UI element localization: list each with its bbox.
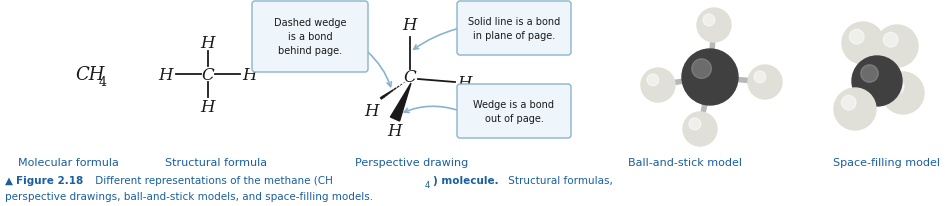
Text: H: H — [243, 66, 257, 83]
Circle shape — [883, 33, 897, 48]
Circle shape — [875, 26, 917, 68]
Text: H: H — [457, 74, 472, 91]
Text: H: H — [365, 103, 379, 120]
Circle shape — [833, 89, 875, 130]
Circle shape — [703, 15, 714, 27]
Text: Solid line is a bond
in plane of page.: Solid line is a bond in plane of page. — [467, 17, 560, 41]
Polygon shape — [390, 84, 410, 122]
Circle shape — [851, 57, 901, 107]
Circle shape — [682, 50, 737, 105]
Text: ▲: ▲ — [5, 175, 13, 185]
Text: Dashed wedge
is a bond
behind page.: Dashed wedge is a bond behind page. — [273, 18, 346, 56]
Text: Structural formula: Structural formula — [165, 157, 267, 167]
Text: H: H — [403, 18, 417, 34]
Circle shape — [646, 75, 658, 87]
Text: H: H — [387, 123, 402, 140]
Text: Figure 2.18: Figure 2.18 — [16, 175, 83, 185]
Text: H: H — [201, 98, 215, 115]
Circle shape — [842, 23, 883, 65]
Text: perspective drawings, ball-and-stick models, and space-filling models.: perspective drawings, ball-and-stick mod… — [5, 191, 373, 201]
Circle shape — [848, 30, 863, 45]
FancyBboxPatch shape — [457, 2, 570, 56]
Circle shape — [688, 118, 700, 130]
Circle shape — [641, 69, 674, 103]
Text: Structural formulas,: Structural formulas, — [505, 175, 612, 185]
Text: Molecular formula: Molecular formula — [18, 157, 119, 167]
Text: C: C — [404, 69, 416, 86]
FancyBboxPatch shape — [251, 2, 367, 73]
Text: Wedge is a bond
out of page.: Wedge is a bond out of page. — [473, 99, 554, 123]
Circle shape — [691, 60, 710, 79]
Text: H: H — [159, 66, 173, 83]
Text: 4: 4 — [425, 180, 429, 189]
Text: H: H — [201, 34, 215, 51]
Circle shape — [683, 112, 716, 146]
Circle shape — [696, 9, 730, 43]
Circle shape — [888, 80, 903, 95]
Text: C: C — [202, 66, 214, 83]
Text: ) molecule.: ) molecule. — [432, 175, 498, 185]
Circle shape — [841, 96, 855, 110]
Text: CH: CH — [75, 66, 105, 84]
Text: Perspective drawing: Perspective drawing — [355, 157, 467, 167]
Circle shape — [881, 73, 923, 115]
Circle shape — [753, 72, 765, 83]
Text: Different representations of the methane (CH: Different representations of the methane… — [92, 175, 332, 185]
Circle shape — [747, 66, 782, 99]
Text: Space-filling model: Space-filling model — [832, 157, 939, 167]
Text: 4: 4 — [99, 76, 107, 89]
FancyBboxPatch shape — [457, 85, 570, 138]
Circle shape — [860, 66, 878, 83]
Text: Ball-and-stick model: Ball-and-stick model — [627, 157, 742, 167]
